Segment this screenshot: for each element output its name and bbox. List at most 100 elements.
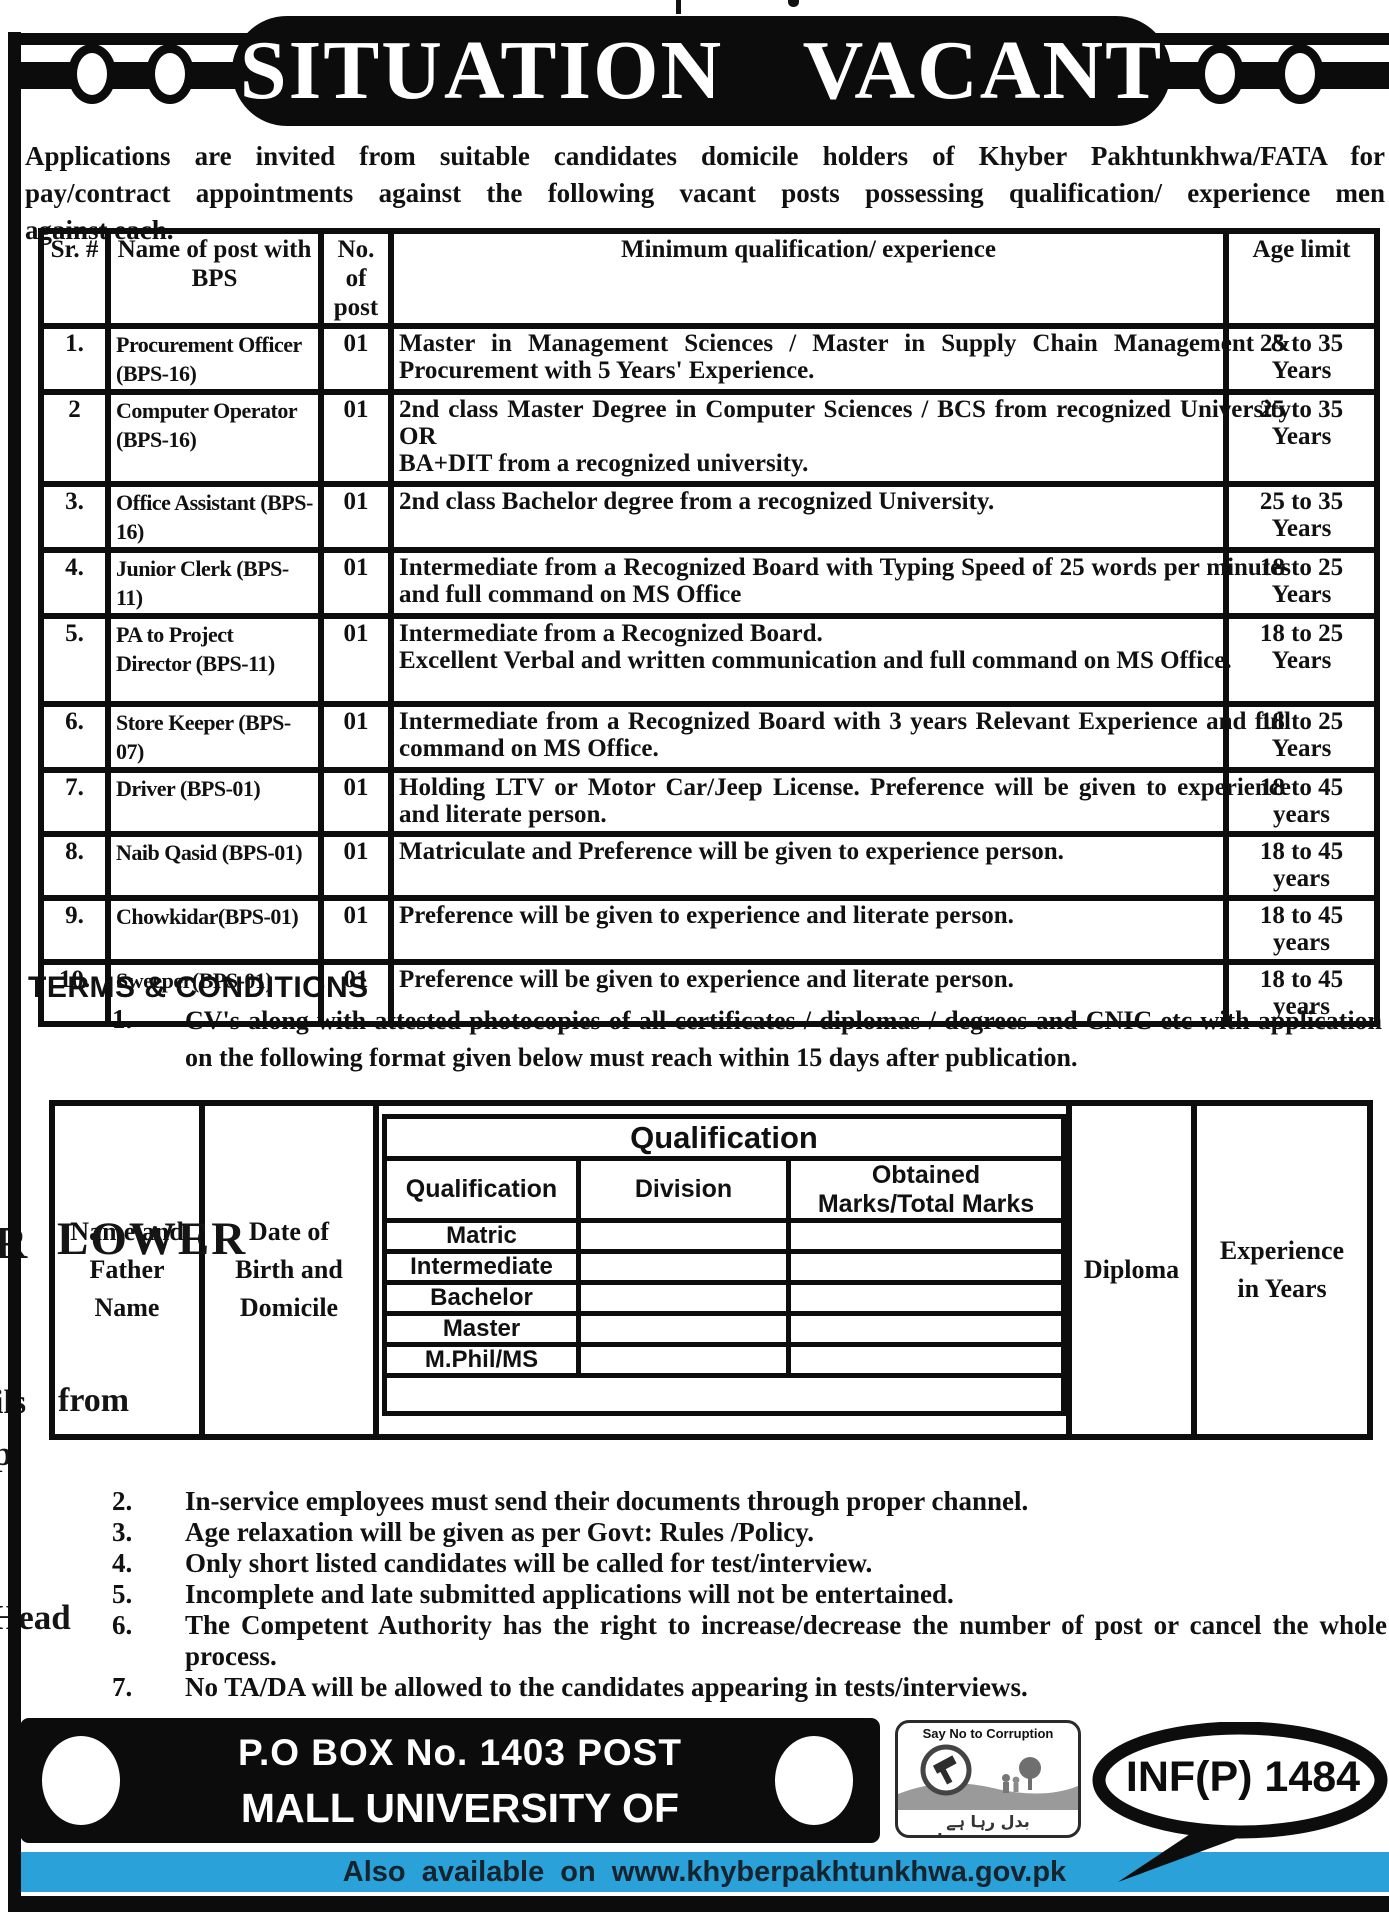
table-row: 5. PA to Project Director (BPS-11) 01 In…: [38, 613, 1380, 707]
chain-oval-icon: [1196, 44, 1244, 104]
cell-post-name: Driver (BPS-01): [105, 767, 324, 837]
cell-qualification: Holding LTV or Motor Car/Jeep License. P…: [388, 767, 1291, 837]
cell-age-limit: 25 to 35 Years: [1223, 389, 1380, 487]
po-box-line1: P.O BOX No. 1403 POST: [238, 1732, 682, 1773]
cell-post-count: 01: [318, 481, 394, 553]
cell-post-count: 01: [318, 701, 394, 773]
chain-oval-icon: [146, 44, 194, 104]
term-number: 4.: [112, 1548, 133, 1578]
cell-post-name: Sweeper(BPS-01): [105, 959, 324, 1027]
cell-sr: 3.: [38, 481, 111, 553]
term-item-4: 4. Only short listed candidates will be …: [0, 1548, 1389, 1579]
cell-sr: 6.: [38, 701, 111, 773]
top-edge-artifact: [788, 0, 799, 7]
cell-age-limit: 18 to 45 years: [1223, 831, 1380, 901]
subcol-obtained-marks: Obtained Marks/Total Marks: [817, 1160, 1035, 1218]
empty-marks-cell: [791, 1223, 1061, 1249]
table-row: 8. Naib Qasid (BPS-01) 01 Matriculate an…: [38, 831, 1380, 901]
col-header-name: Name of post with BPS: [105, 228, 324, 329]
cell-age-limit: 18 to 45 years: [1223, 895, 1380, 965]
col-qualification-group: Qualification Qualification Division Obt…: [379, 1106, 1072, 1434]
page-title: SITUATION VACANT: [239, 24, 1164, 117]
cell-post-count: 01: [318, 389, 394, 487]
frame-bottom-border: [8, 1896, 1389, 1912]
cell-qualification: Intermediate from a Recognized Board wit…: [388, 547, 1291, 619]
term-number: 2.: [112, 1486, 133, 1516]
empty-division-cell: [581, 1223, 791, 1249]
table-row: 2 Computer Operator (BPS-16) 01 2nd clas…: [38, 389, 1380, 487]
cell-qualification: 2nd class Master Degree in Computer Scie…: [388, 389, 1291, 487]
term-number: 6.: [112, 1610, 133, 1640]
col-header-age: Age limit: [1223, 228, 1380, 329]
corruption-logo-urdu-slogan: بدل رہا ہے خیبرپختونخوا: [937, 1812, 1039, 1836]
term-text: The Competent Authority has the right to…: [185, 1610, 1387, 1671]
subcol-qualification: Qualification: [387, 1161, 581, 1218]
bleedthrough-text: from: [58, 1382, 130, 1419]
chain-oval-icon: [1276, 44, 1324, 104]
term-item-7: 7. No TA/DA will be allowed to the candi…: [0, 1672, 1389, 1703]
cell-post-count: 01: [318, 831, 394, 901]
cell-age-limit: 18 to 25 Years: [1223, 547, 1380, 619]
term-text: Only short listed candidates will be cal…: [185, 1548, 873, 1578]
intro-line: Applications are invited from suitable c…: [25, 141, 1385, 171]
cell-post-count: 01: [318, 959, 394, 1027]
empty-division-cell: [581, 1316, 791, 1342]
cell-post-name: Junior Clerk (BPS-11): [105, 547, 324, 619]
col-experience: Experience in Years: [1219, 1236, 1345, 1303]
term-item-3: 3. Age relaxation will be given as per G…: [0, 1517, 1389, 1548]
cell-sr: 10.: [38, 959, 111, 1027]
empty-marks-cell: [791, 1285, 1061, 1311]
term-text: Age relaxation will be given as per Govt…: [185, 1517, 814, 1547]
banner-oval-icon: [775, 1736, 853, 1825]
qualification-box: Qualification Qualification Division Obt…: [382, 1114, 1066, 1416]
chain-oval-icon: [68, 44, 116, 104]
empty-marks-cell: [791, 1316, 1061, 1342]
cell-qualification: Preference will be given to experience a…: [388, 959, 1229, 1027]
cell-sr: 8.: [38, 831, 111, 901]
frame-left-border: [8, 32, 21, 1912]
qualification-subheader-row: Qualification Division Obtained Marks/To…: [387, 1161, 1061, 1223]
cell-post-name: Chowkidar(BPS-01): [105, 895, 324, 965]
table-row: 9. Chowkidar(BPS-01) 01 Preference will …: [38, 895, 1380, 965]
table-header-row: Sr. # Name of post with BPS No. of post …: [38, 228, 1380, 329]
bleedthrough-text: LOWER: [57, 1213, 248, 1265]
cell-post-name: Office Assistant (BPS-16): [105, 481, 324, 553]
col-header-qualification: Minimum qualification/ experience: [388, 228, 1229, 329]
cell-sr: 7.: [38, 767, 111, 837]
qualification-group-header: Qualification: [387, 1119, 1061, 1161]
col-date-birth-domicile: Date of Birth and Domicile: [205, 1106, 379, 1434]
cell-post-count: 01: [318, 767, 394, 837]
cell-age-limit: 18 to 25 Years: [1223, 701, 1380, 773]
table-row: 7. Driver (BPS-01) 01 Holding LTV or Mot…: [38, 767, 1380, 837]
corruption-logo-graphic: [898, 1744, 1078, 1810]
col-header-count: No. of post: [318, 228, 394, 329]
cell-qualification: Preference will be given to experience a…: [388, 895, 1229, 965]
cell-post-name: Computer Operator (BPS-16): [105, 389, 324, 487]
table-row: 10. Sweeper(BPS-01) 01 Preference will b…: [38, 959, 1380, 1027]
cell-post-name: Naib Qasid (BPS-01): [105, 831, 324, 901]
table-row: 4. Junior Clerk (BPS-11) 01 Intermediate…: [38, 547, 1380, 619]
cell-qualification: Matriculate and Preference will be given…: [388, 831, 1229, 901]
col-name-father: Name and Father Name: [55, 1106, 205, 1434]
qualification-row: Bachelor: [387, 1285, 1061, 1316]
empty-division-cell: [581, 1347, 791, 1373]
cell-qualification: Intermediate from a Recognized Board. Ex…: [388, 613, 1232, 707]
qualification-row: Matric: [387, 1223, 1061, 1254]
cell-age-limit: 18 to 25 Years: [1223, 613, 1380, 707]
cell-sr: 4.: [38, 547, 111, 619]
table-row: 3. Office Assistant (BPS-16) 01 2nd clas…: [38, 481, 1380, 553]
terms-list: 2. In-service employees must send their …: [0, 1486, 1389, 1703]
row-label-bachelor: Bachelor: [387, 1285, 581, 1311]
term-text: No TA/DA will be allowed to the candidat…: [185, 1672, 1028, 1702]
top-edge-artifact: [676, 0, 681, 14]
cell-age-limit: 18 to 45 years: [1223, 767, 1380, 837]
cell-age-limit: 25 to 35 Years: [1223, 323, 1380, 395]
inf-code: INF(P) 1484: [1125, 1753, 1361, 1801]
corruption-logo-title: Say No to Corruption: [922, 1726, 1054, 1741]
cell-post-count: 01: [318, 323, 394, 395]
cell-post-name: PA to Project Director (BPS-11): [105, 613, 324, 707]
vacancies-table: Sr. # Name of post with BPS No. of post …: [38, 228, 1380, 1027]
cell-post-name: Store Keeper (BPS-07): [105, 701, 324, 773]
term-number: 5.: [112, 1579, 133, 1609]
